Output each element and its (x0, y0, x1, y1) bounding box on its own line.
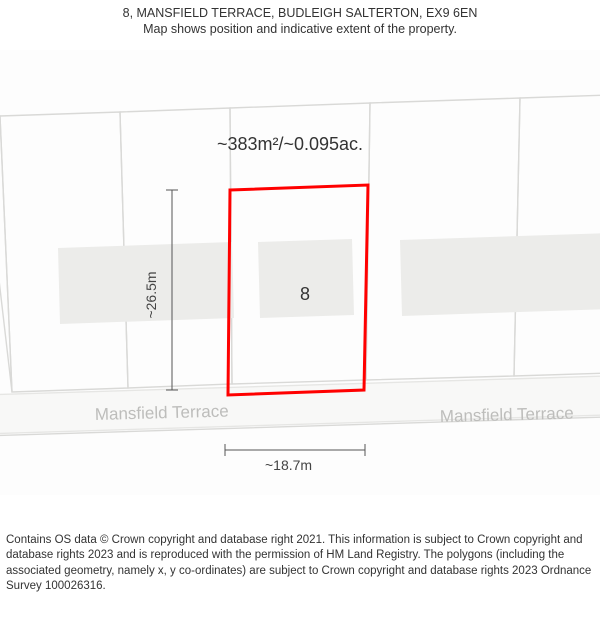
copyright-text: Contains OS data © Crown copyright and d… (6, 533, 594, 595)
dim-vertical-label: ~26.5m (143, 271, 159, 318)
map-container: ~26.5m ~18.7m ~383m²/~0.095ac. 8 Mansfield T… (0, 50, 600, 495)
address-line: 8, MANSFIELD TERRACE, BUDLEIGH SALTERTON… (0, 6, 600, 20)
plot-number: 8 (300, 284, 310, 304)
footer: Contains OS data © Crown copyright and d… (0, 529, 600, 625)
building-1 (258, 239, 354, 318)
building-2 (400, 232, 600, 316)
dim-horizontal-label: ~18.7m (265, 457, 312, 473)
street-label-1: Mansfield Terrace (440, 404, 574, 426)
subtitle-line: Map shows position and indicative extent… (0, 22, 600, 36)
area-label: ~383m²/~0.095ac. (217, 134, 363, 154)
property-map: ~26.5m ~18.7m ~383m²/~0.095ac. 8 Mansfield T… (0, 50, 600, 495)
street-label-0: Mansfield Terrace (95, 402, 229, 424)
page: 8, MANSFIELD TERRACE, BUDLEIGH SALTERTON… (0, 0, 600, 625)
header: 8, MANSFIELD TERRACE, BUDLEIGH SALTERTON… (0, 0, 600, 36)
